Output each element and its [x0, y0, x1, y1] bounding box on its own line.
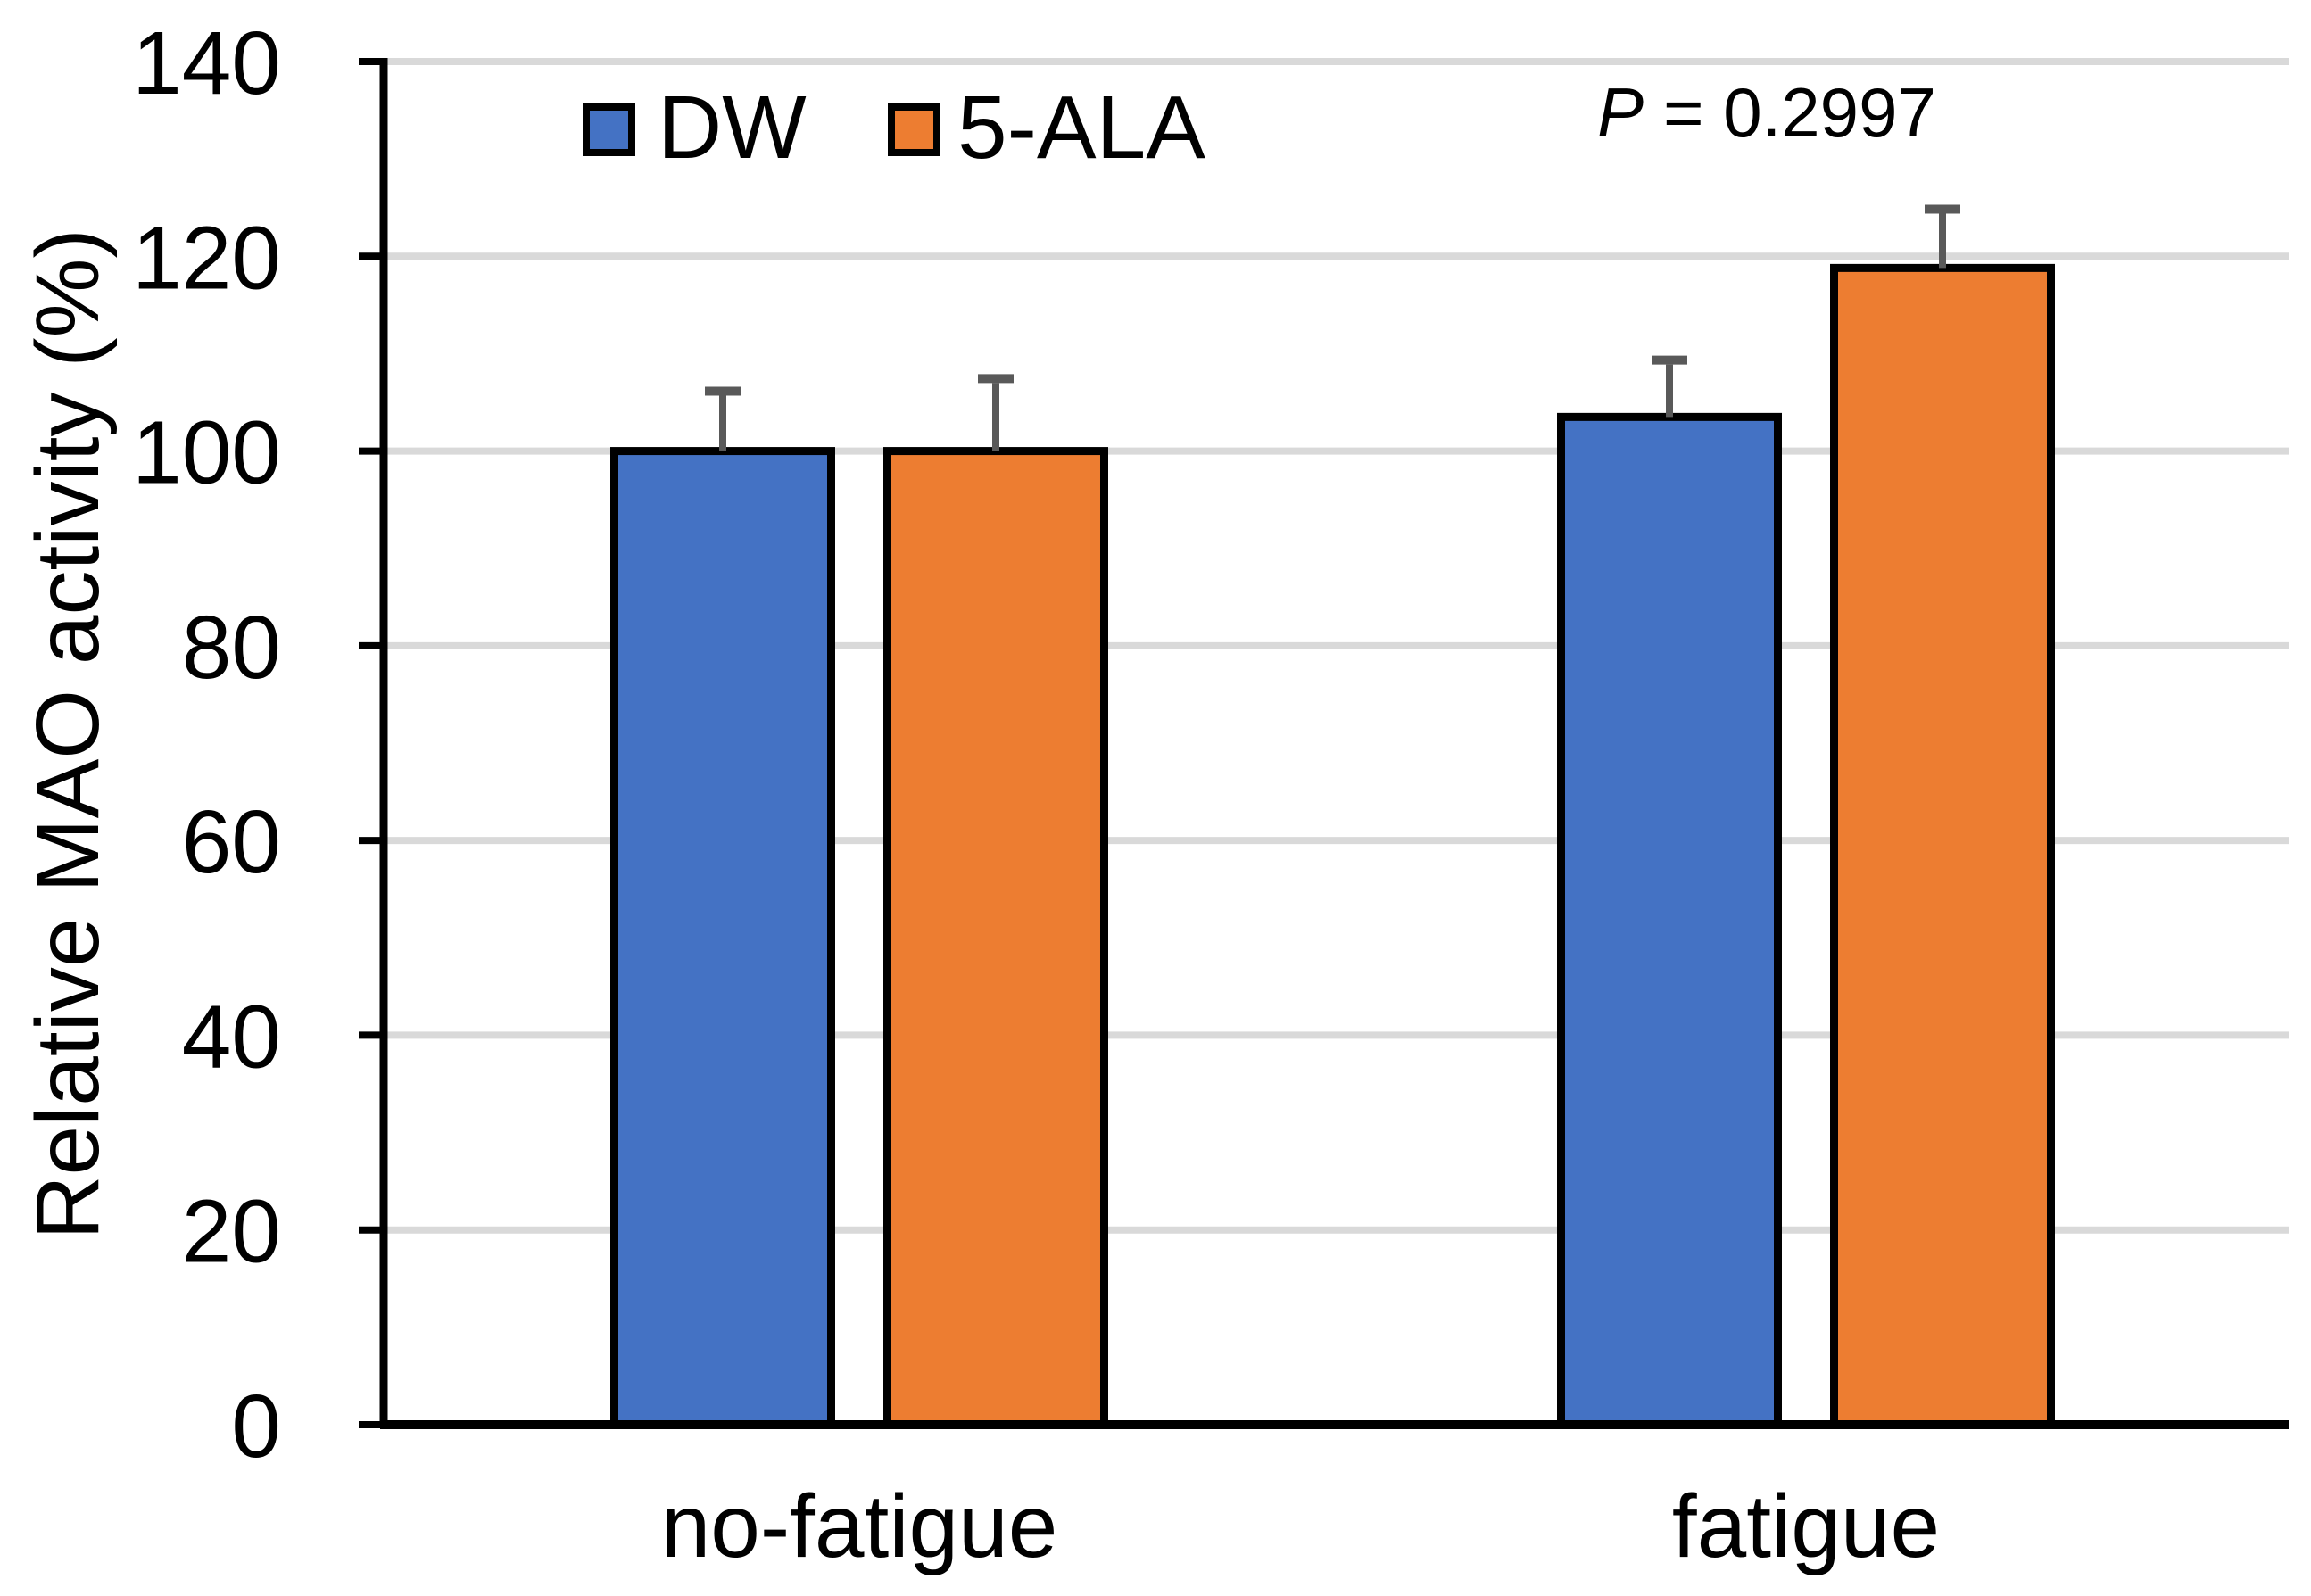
bar-dw-no-fatigue — [610, 447, 835, 1429]
y-tick-label-0: 0 — [231, 1377, 281, 1476]
legend-swatch-dw — [583, 103, 635, 156]
y-tick-label-120: 120 — [132, 208, 281, 308]
y-tick-label-140: 140 — [132, 13, 281, 113]
category-label-no-fatigue: no-fatigue — [661, 1476, 1058, 1576]
bars — [610, 263, 2055, 1429]
legend-swatch-5ala — [888, 103, 940, 156]
y-tick-label-60: 60 — [182, 792, 281, 892]
y-tick-labels: 0 20 40 60 80 100 120 140 — [132, 13, 281, 1476]
legend: DW 5-ALA — [583, 78, 1205, 178]
p-value-text: = 0.2997 — [1663, 73, 1936, 152]
p-value-annotation: P = 0.2997 — [1597, 73, 1936, 152]
axes — [359, 58, 2289, 1429]
y-tick-label-100: 100 — [132, 403, 281, 503]
category-label-fatigue: fatigue — [1672, 1476, 1940, 1576]
y-axis-title: Relative MAO activity (%) — [18, 228, 118, 1240]
bar-5-ala-no-fatigue — [883, 447, 1108, 1429]
category-labels: no-fatigue fatigue — [661, 1476, 1941, 1576]
y-tick-label-20: 20 — [182, 1182, 281, 1282]
bar-dw-fatigue — [1557, 412, 1782, 1429]
error-bars — [705, 204, 1960, 451]
p-symbol: P — [1597, 73, 1644, 152]
bar-5-ala-fatigue — [1830, 263, 2055, 1429]
legend-label-dw: DW — [658, 78, 807, 178]
legend-label-5ala: 5-ALA — [957, 78, 1205, 178]
y-tick-label-80: 80 — [182, 598, 281, 698]
y-tick-label-40: 40 — [182, 987, 281, 1087]
